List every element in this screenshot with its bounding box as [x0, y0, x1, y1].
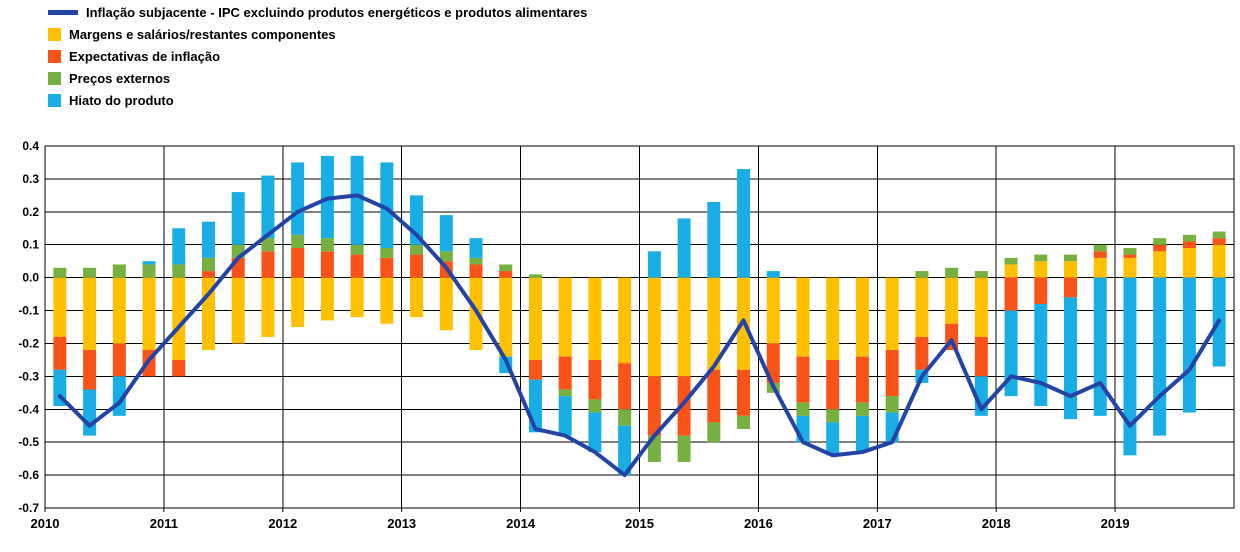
legend-square-swatch — [48, 94, 61, 107]
svg-text:-0.5: -0.5 — [18, 435, 39, 449]
svg-text:-0.3: -0.3 — [18, 369, 39, 383]
svg-text:2010: 2010 — [31, 516, 60, 531]
svg-text:2017: 2017 — [863, 516, 892, 531]
svg-text:2012: 2012 — [268, 516, 297, 531]
svg-text:2015: 2015 — [625, 516, 654, 531]
legend-label: Inflação subjacente - IPC excluindo prod… — [86, 5, 588, 20]
legend-line-swatch — [48, 10, 78, 15]
legend-square-swatch — [48, 28, 61, 41]
chart-legend: Inflação subjacente - IPC excluindo prod… — [48, 4, 587, 109]
legend-item-3: Preços externos — [48, 70, 587, 87]
svg-text:0.4: 0.4 — [22, 139, 39, 153]
svg-text:0.2: 0.2 — [22, 205, 39, 219]
svg-text:-0.6: -0.6 — [18, 468, 39, 482]
svg-text:0.0: 0.0 — [22, 271, 39, 285]
svg-text:2011: 2011 — [150, 516, 178, 531]
svg-text:-0.1: -0.1 — [18, 304, 39, 318]
svg-text:2018: 2018 — [982, 516, 1011, 531]
legend-item-1: Margens e salários/restantes componentes — [48, 26, 587, 43]
legend-square-swatch — [48, 72, 61, 85]
svg-text:2016: 2016 — [744, 516, 773, 531]
svg-text:0.3: 0.3 — [22, 172, 39, 186]
svg-text:0.1: 0.1 — [22, 238, 39, 252]
svg-text:2013: 2013 — [387, 516, 416, 531]
svg-text:2014: 2014 — [506, 516, 536, 531]
svg-text:-0.4: -0.4 — [18, 402, 39, 416]
svg-text:-0.2: -0.2 — [18, 336, 39, 350]
svg-text:-0.7: -0.7 — [18, 501, 39, 515]
legend-label: Expectativas de inflação — [69, 49, 221, 64]
legend-square-swatch — [48, 50, 61, 63]
legend-label: Preços externos — [69, 71, 171, 86]
legend-label: Margens e salários/restantes componentes — [69, 27, 336, 42]
legend-item-0: Inflação subjacente - IPC excluindo prod… — [48, 4, 587, 21]
legend-item-2: Expectativas de inflação — [48, 48, 587, 65]
legend-label: Hiato do produto — [69, 93, 174, 108]
svg-text:2019: 2019 — [1101, 516, 1130, 531]
legend-item-4: Hiato do produto — [48, 92, 587, 109]
